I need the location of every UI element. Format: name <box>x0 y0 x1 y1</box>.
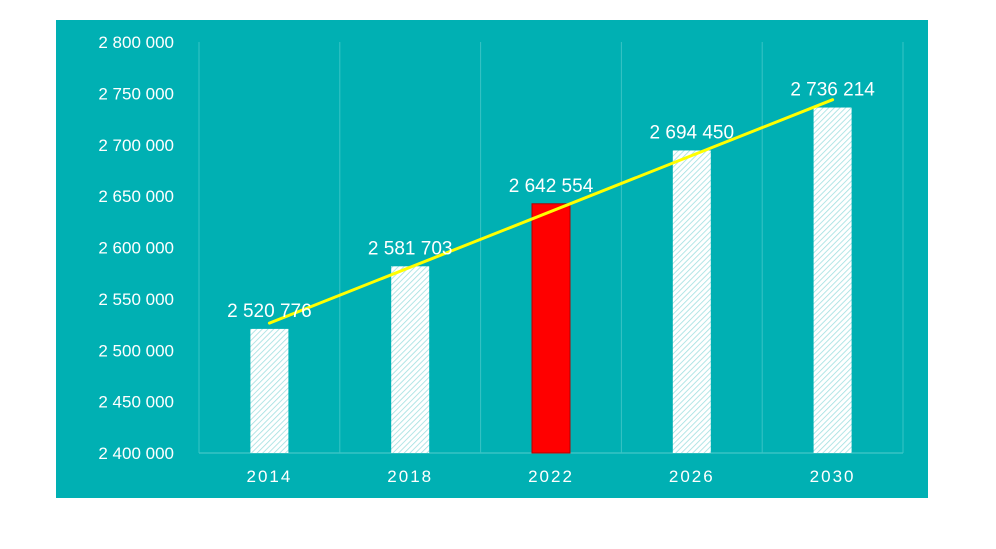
data-label: 2 694 450 <box>650 122 735 143</box>
bar-highlight <box>531 203 571 454</box>
x-axis: 2014 2018 2022 2026 2030 <box>246 467 856 486</box>
y-tick-label: 2 650 000 <box>98 187 174 206</box>
y-tick-label: 2 500 000 <box>98 341 174 360</box>
y-tick-label: 2 750 000 <box>98 84 174 103</box>
data-label: 2 581 703 <box>368 238 453 259</box>
x-tick-label: 2026 <box>669 467 715 486</box>
x-tick-label: 2022 <box>528 467 574 486</box>
data-labels: 2 520 776 2 581 703 2 642 554 2 694 450 2 73… <box>227 80 875 322</box>
bar <box>391 266 430 453</box>
y-axis: 2 400 000 2 450 000 2 500 000 2 550 000 2 60… <box>98 33 174 463</box>
data-label: 2 642 554 <box>509 176 594 197</box>
bars <box>250 107 852 454</box>
bar-chart: 2 400 000 2 450 000 2 500 000 2 550 000 2 60… <box>56 20 928 498</box>
x-tick-label: 2014 <box>246 467 292 486</box>
y-tick-label: 2 800 000 <box>98 33 174 52</box>
trendline-line <box>267 98 835 325</box>
bar <box>672 150 711 453</box>
y-tick-label: 2 450 000 <box>98 393 174 412</box>
trendline <box>267 98 835 325</box>
chart-background <box>56 20 928 498</box>
bar <box>250 328 289 453</box>
data-label: 2 520 776 <box>227 301 312 322</box>
y-tick-label: 2 550 000 <box>98 290 174 309</box>
y-tick-label: 2 700 000 <box>98 136 174 155</box>
chart-panel: 2 400 000 2 450 000 2 500 000 2 550 000 2 60… <box>56 20 928 498</box>
bar <box>813 107 852 454</box>
x-tick-label: 2030 <box>810 467 856 486</box>
x-tick-label: 2018 <box>387 467 433 486</box>
data-label: 2 736 214 <box>790 80 875 101</box>
y-tick-label: 2 600 000 <box>98 239 174 258</box>
y-tick-label: 2 400 000 <box>98 444 174 463</box>
